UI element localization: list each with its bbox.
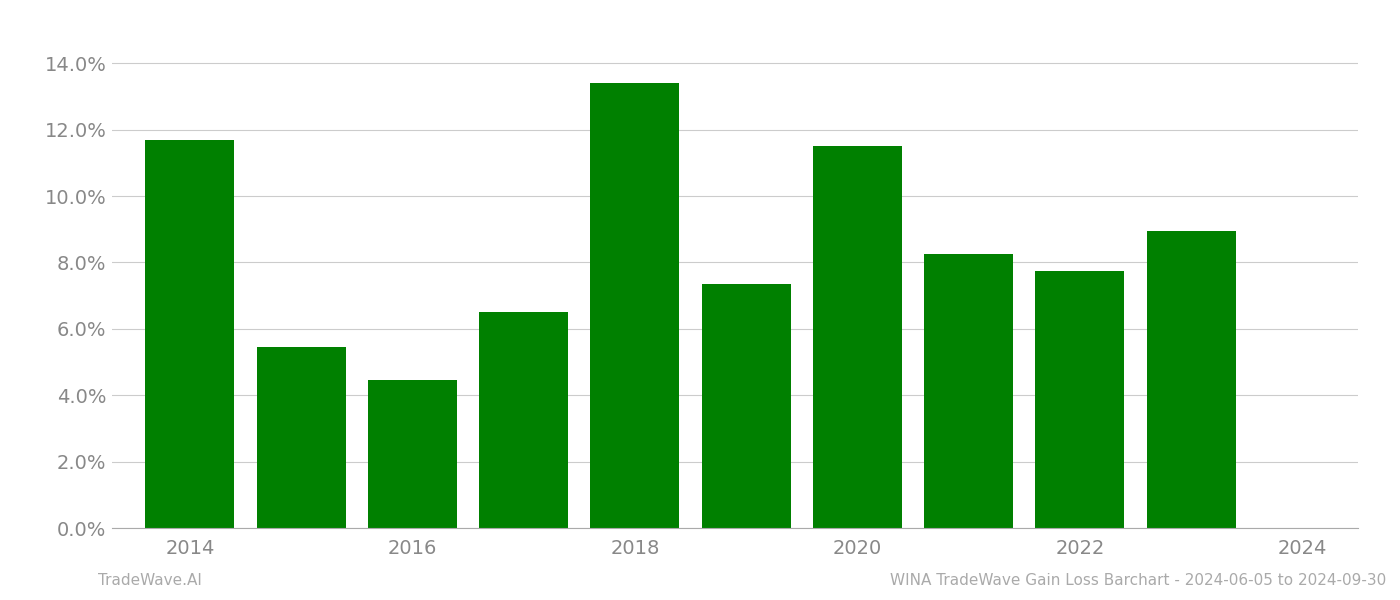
Bar	[146, 140, 234, 528]
Bar	[591, 83, 679, 528]
Bar	[701, 284, 791, 528]
Text: WINA TradeWave Gain Loss Barchart - 2024-06-05 to 2024-09-30: WINA TradeWave Gain Loss Barchart - 2024…	[890, 573, 1386, 588]
Bar	[256, 347, 346, 528]
Bar	[1147, 231, 1236, 528]
Bar	[368, 380, 456, 528]
Bar	[813, 146, 902, 528]
Bar	[924, 254, 1014, 528]
Bar	[1036, 271, 1124, 528]
Text: TradeWave.AI: TradeWave.AI	[98, 573, 202, 588]
Bar	[479, 312, 568, 528]
